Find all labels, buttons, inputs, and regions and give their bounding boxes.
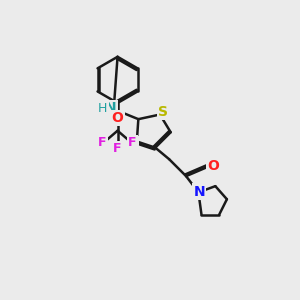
Text: F: F (113, 142, 122, 155)
Text: N: N (194, 184, 205, 199)
Text: O: O (112, 111, 124, 124)
Text: N: N (105, 101, 116, 116)
Text: F: F (98, 136, 107, 149)
Text: O: O (207, 159, 219, 173)
Text: N: N (128, 137, 138, 150)
Text: F: F (128, 136, 137, 149)
Text: S: S (158, 105, 168, 119)
Text: H: H (98, 102, 108, 115)
